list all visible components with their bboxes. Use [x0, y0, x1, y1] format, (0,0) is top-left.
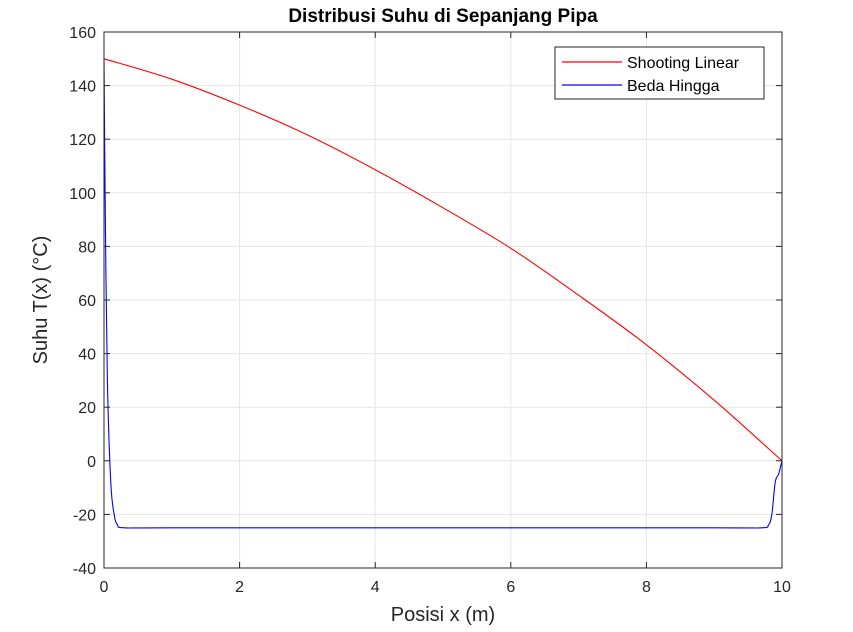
y-tick-label: 160: [69, 25, 96, 42]
grid-lines: [103, 31, 783, 569]
y-tick-label: -40: [73, 561, 96, 578]
y-tick-label: 40: [78, 347, 96, 364]
y-tick-label: 100: [69, 186, 96, 203]
y-tick-label: 120: [69, 132, 96, 149]
x-tick-labels: 0 2 4 6 8 10: [100, 579, 791, 596]
x-tick-label: 10: [773, 579, 791, 596]
x-tick-label: 4: [371, 579, 380, 596]
x-axis-title: Posisi x (m): [391, 604, 495, 626]
y-tick-label: -20: [73, 507, 96, 524]
series-line-beda-hingga: [103, 58, 783, 529]
legend-box: [554, 46, 765, 100]
legend-label-beda-hingga: Beda Hingga: [627, 78, 720, 95]
x-tick-label: 2: [235, 579, 244, 596]
x-tick-label: 0: [100, 579, 109, 596]
y-tick-label: 0: [87, 454, 96, 471]
chart-title: Distribusi Suhu di Sepanjang Pipa: [288, 6, 598, 27]
x-tick-label: 8: [642, 579, 651, 596]
y-tick-label: 20: [78, 400, 96, 417]
legend: Shooting Linear Beda Hingga: [554, 46, 765, 100]
series-line-shooting-linear: [103, 58, 783, 462]
x-tick-label: 6: [506, 579, 515, 596]
tick-marks: [103, 31, 783, 569]
legend-label-shooting-linear: Shooting Linear: [627, 55, 740, 72]
series-layer: [103, 58, 783, 529]
y-tick-label: 140: [69, 79, 96, 96]
y-tick-labels: -40 -20 0 20 40 60 80 100 120 140 160: [69, 25, 96, 578]
y-tick-label: 60: [78, 293, 96, 310]
y-axis-title: Suhu T(x) (°C): [30, 236, 52, 365]
y-tick-label: 80: [78, 239, 96, 256]
